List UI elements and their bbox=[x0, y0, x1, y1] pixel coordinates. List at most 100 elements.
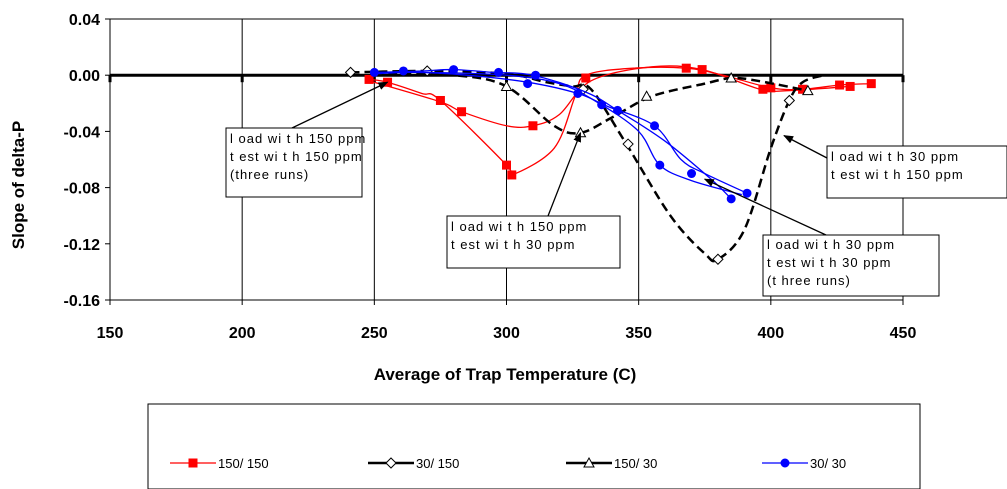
series-line bbox=[374, 71, 742, 196]
y-tick-label: 0.04 bbox=[69, 12, 100, 29]
annotation-callout: l oad wi t h 150 ppm t est wi t h 150 ppm… bbox=[225, 81, 389, 198]
data-point bbox=[528, 121, 538, 131]
x-tick-label: 300 bbox=[493, 325, 520, 342]
legend-item-150-30: 150/ 30 bbox=[566, 456, 657, 471]
y-tick-label: 0.00 bbox=[69, 68, 100, 85]
data-point bbox=[435, 95, 445, 105]
data-point bbox=[507, 170, 517, 180]
series-group bbox=[344, 63, 876, 265]
data-point bbox=[766, 83, 776, 93]
y-tick-label: -0.04 bbox=[64, 124, 101, 141]
data-point bbox=[758, 84, 768, 94]
series-30-30 bbox=[369, 65, 752, 204]
legend-label: 30/ 150 bbox=[416, 456, 459, 471]
data-point bbox=[640, 90, 653, 101]
annotation-arrow bbox=[291, 81, 389, 129]
legend-box bbox=[147, 403, 921, 489]
annotations: l oad wi t h 150 ppm t est wi t h 150 ppm… bbox=[225, 81, 1007, 297]
data-point bbox=[494, 67, 504, 77]
data-point bbox=[581, 73, 591, 83]
data-point bbox=[597, 100, 607, 110]
annotation-text: l oad wi t h 150 ppm bbox=[230, 131, 366, 146]
data-point bbox=[835, 80, 845, 90]
x-tick-label: 400 bbox=[757, 325, 784, 342]
series-30-150 bbox=[344, 65, 825, 265]
x-tick-label: 350 bbox=[625, 325, 652, 342]
legend-label: 150/ 30 bbox=[614, 456, 657, 471]
annotation-text: t est wi t h 30 ppm bbox=[767, 255, 892, 270]
annotation-callout: l oad wi t h 30 ppm t est wi t h 150 ppm bbox=[783, 135, 1007, 199]
data-point bbox=[369, 67, 379, 77]
data-point bbox=[457, 107, 467, 117]
data-point bbox=[502, 160, 511, 170]
legend-item-30-150: 30/ 150 bbox=[368, 456, 459, 471]
annotation-box bbox=[762, 234, 940, 297]
data-point bbox=[712, 253, 724, 265]
annotation-text: t est wi t h 30 ppm bbox=[451, 237, 576, 252]
annotation-text: t est wi t h 150 ppm bbox=[230, 149, 363, 164]
annotation-text: (t hree runs) bbox=[767, 273, 851, 288]
x-axis-label: Average of Trap Temperature (C) bbox=[374, 365, 637, 384]
data-point bbox=[655, 160, 665, 170]
x-tick-label: 250 bbox=[361, 325, 388, 342]
data-point bbox=[449, 65, 459, 75]
legend-label: 150/ 150 bbox=[218, 456, 269, 471]
legend: 150/ 150 30/ 150 150/ 30 30/ 30 bbox=[147, 403, 921, 489]
legend-item-30-30: 30/ 30 bbox=[762, 456, 846, 471]
legend-swatch-marker bbox=[583, 456, 595, 468]
data-point bbox=[783, 94, 796, 107]
x-tick-label: 200 bbox=[229, 325, 256, 342]
data-point bbox=[801, 84, 814, 96]
x-tick-label: 450 bbox=[890, 325, 917, 342]
y-tick-label: -0.12 bbox=[64, 237, 101, 254]
data-point bbox=[650, 121, 660, 131]
annotation-text: (three runs) bbox=[230, 167, 309, 182]
legend-item-150-150: 150/ 150 bbox=[170, 456, 269, 471]
annotation-text: l oad wi t h 150 ppm bbox=[451, 219, 587, 234]
x-tick-label: 150 bbox=[97, 325, 124, 342]
data-point bbox=[725, 71, 738, 83]
data-point bbox=[622, 138, 634, 150]
data-point bbox=[845, 81, 855, 91]
gridlines bbox=[241, 19, 772, 300]
data-point bbox=[398, 66, 408, 76]
legend-swatch-marker bbox=[385, 457, 397, 469]
data-point bbox=[681, 63, 691, 73]
series-line bbox=[374, 68, 732, 200]
legend-label: 30/ 30 bbox=[810, 456, 846, 471]
data-point bbox=[687, 169, 697, 179]
series-line bbox=[374, 72, 809, 135]
data-point bbox=[364, 74, 374, 84]
legend-swatch-marker bbox=[188, 458, 198, 468]
annotation-arrow bbox=[783, 135, 828, 159]
annotation-callout: l oad wi t h 150 ppm t est wi t h 30 ppm bbox=[446, 131, 621, 269]
data-point bbox=[500, 80, 513, 91]
annotation-arrow bbox=[703, 178, 827, 236]
axes: 0.04 0.00 -0.04 -0.08 -0.12 -0.16 150 200 250 300… bbox=[64, 12, 917, 342]
annotation-callout: l oad wi t h 30 ppm t est wi t h 30 ppm (t… bbox=[703, 178, 940, 297]
series-line bbox=[350, 69, 825, 263]
data-point bbox=[866, 79, 876, 89]
data-point bbox=[697, 65, 707, 75]
series-line bbox=[368, 66, 872, 178]
y-tick-label: -0.16 bbox=[64, 293, 101, 310]
annotation-text: l oad wi t h 30 ppm bbox=[831, 149, 959, 164]
annotation-text: l oad wi t h 30 ppm bbox=[767, 237, 895, 252]
annotation-box bbox=[826, 145, 1007, 199]
data-point bbox=[613, 105, 623, 115]
data-point bbox=[344, 66, 357, 79]
annotation-box bbox=[446, 215, 621, 269]
legend-swatch-marker bbox=[780, 458, 790, 468]
data-point bbox=[573, 88, 583, 98]
data-point bbox=[523, 79, 533, 89]
annotation-arrow bbox=[547, 131, 582, 217]
data-point bbox=[531, 70, 541, 80]
annotation-box bbox=[225, 127, 363, 198]
annotation-text: t est wi t h 150 ppm bbox=[831, 167, 964, 182]
series-150-150 bbox=[364, 63, 876, 180]
data-point bbox=[742, 188, 752, 198]
y-tick-label: -0.08 bbox=[64, 181, 101, 198]
y-axis-label: Slope of delta-P bbox=[9, 121, 28, 249]
data-point bbox=[726, 194, 736, 204]
